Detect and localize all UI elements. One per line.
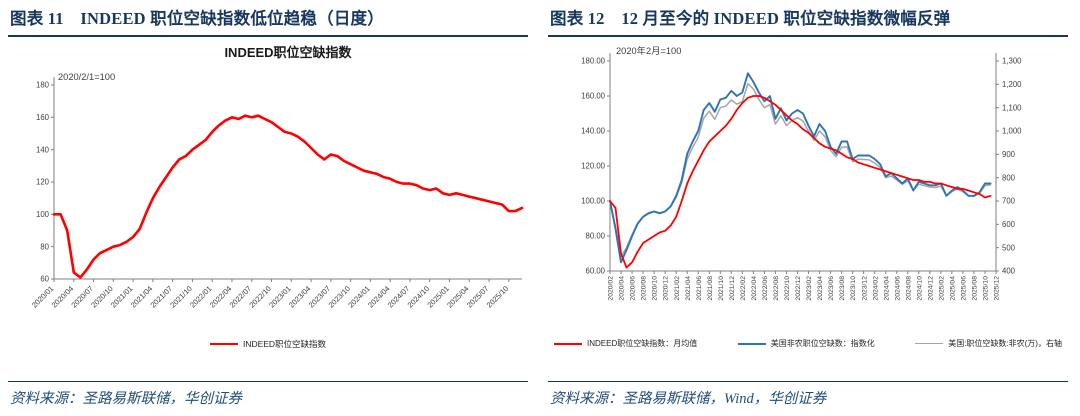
legend-item-us-openings-level: 美国:职位空缺数:非农(万)，右轴	[915, 338, 1062, 349]
legend-label: INDEED职位空缺指数	[242, 339, 327, 349]
figure-12-line-chart: 2020年2月=100 60.00 80.00 100.00 120.00 140.00 1…	[581, 45, 1022, 301]
figure-12: 图表 12 12 月至今的 INDEED 职位空缺指数微幅反弹 2020年2月=…	[540, 0, 1080, 416]
svg-text:2024/06: 2024/06	[894, 276, 901, 301]
svg-text:2020/12: 2020/12	[663, 276, 670, 301]
svg-text:2020/2/1=100: 2020/2/1=100	[58, 72, 115, 82]
svg-text:80: 80	[40, 242, 49, 251]
svg-text:800: 800	[1002, 173, 1016, 182]
svg-text:2024/02: 2024/02	[872, 276, 879, 301]
svg-text:2020/06: 2020/06	[630, 276, 637, 301]
svg-text:2022/12: 2022/12	[795, 276, 802, 301]
figure-11-line-chart: INDEED职位空缺指数 2020/2/1=100 60 80 100 120 140 160…	[30, 45, 524, 310]
svg-text:2024/04: 2024/04	[883, 276, 890, 301]
svg-text:60: 60	[40, 275, 49, 284]
svg-text:2021/02: 2021/02	[674, 276, 681, 301]
svg-text:2020/04: 2020/04	[619, 276, 626, 301]
blue-line-swatch	[737, 342, 766, 345]
svg-text:2021/10: 2021/10	[718, 276, 725, 301]
svg-text:2021/12: 2021/12	[729, 276, 736, 301]
svg-text:2025/04: 2025/04	[949, 276, 956, 301]
svg-text:2025/08: 2025/08	[972, 276, 979, 301]
svg-text:80.00: 80.00	[585, 232, 605, 241]
svg-text:1,300: 1,300	[1002, 57, 1022, 66]
svg-text:2025/06: 2025/06	[961, 276, 968, 301]
svg-text:2024/12: 2024/12	[927, 276, 934, 301]
svg-text:2022/08: 2022/08	[773, 276, 780, 301]
svg-text:1,000: 1,000	[1002, 127, 1022, 136]
red-line-swatch	[209, 343, 238, 345]
svg-text:140: 140	[36, 145, 50, 154]
svg-text:2023/04: 2023/04	[817, 276, 824, 301]
svg-text:400: 400	[1002, 267, 1016, 276]
svg-text:2023/10: 2023/10	[850, 276, 857, 301]
svg-text:2023/12: 2023/12	[861, 276, 868, 301]
svg-text:2025/10: 2025/10	[983, 276, 990, 301]
legend-item-indeed-monthly: INDEED职位空缺指数：月均值	[554, 338, 697, 349]
legend-label: INDEED职位空缺指数：月均值	[587, 339, 698, 348]
svg-text:160.00: 160.00	[581, 92, 606, 101]
svg-text:2020/10: 2020/10	[652, 276, 659, 301]
svg-text:2025/02: 2025/02	[938, 276, 945, 301]
legend-label: 美国:职位空缺数:非农(万)，右轴	[948, 339, 1062, 348]
svg-text:INDEED职位空缺指数: INDEED职位空缺指数	[224, 45, 352, 60]
figure-11: 图表 11 INDEED 职位空缺指数低位趋稳（日度） INDEED职位空缺指数…	[8, 9, 528, 407]
svg-text:600: 600	[1002, 220, 1016, 229]
svg-text:2025/10: 2025/10	[485, 284, 511, 310]
figure-11-title: 图表 11 INDEED 职位空缺指数低位趋稳（日度）	[10, 9, 384, 28]
svg-text:180: 180	[36, 81, 50, 90]
svg-text:2020年2月=100: 2020年2月=100	[616, 45, 681, 56]
figure-11-source: 资料来源：圣路易斯联储，华创证券	[10, 391, 242, 407]
legend-item-us-nonfarm-indexed: 美国非农职位空缺数：指数化	[737, 338, 875, 349]
svg-text:2022/02: 2022/02	[740, 276, 747, 301]
svg-text:2020/08: 2020/08	[641, 276, 648, 301]
svg-text:500: 500	[1002, 243, 1016, 252]
svg-text:180.00: 180.00	[581, 57, 606, 66]
svg-text:2024/08: 2024/08	[905, 276, 912, 301]
svg-text:60.00: 60.00	[585, 267, 605, 276]
svg-text:160: 160	[36, 113, 50, 122]
figure-11-bottom-rule	[8, 380, 528, 382]
svg-text:700: 700	[1002, 197, 1016, 206]
spacer	[548, 349, 1068, 381]
legend-label: 美国非农职位空缺数：指数化	[770, 339, 875, 348]
svg-text:100: 100	[36, 210, 50, 219]
figure-12-legend: INDEED职位空缺指数：月均值 美国非农职位空缺数：指数化 美国:职位空缺数:…	[548, 338, 1068, 349]
svg-text:120.00: 120.00	[581, 162, 606, 171]
svg-text:2024/10: 2024/10	[916, 276, 923, 301]
figure-12-bottom-rule	[548, 380, 1068, 382]
spacer	[8, 350, 528, 381]
figure-12-title: 图表 12 12 月至今的 INDEED 职位空缺指数微幅反弹	[550, 9, 951, 28]
svg-text:120: 120	[36, 178, 50, 187]
svg-text:1,200: 1,200	[1002, 80, 1022, 89]
svg-text:2020/02: 2020/02	[608, 276, 615, 301]
figure-11-title-rule	[8, 35, 528, 37]
svg-text:2021/04: 2021/04	[685, 276, 692, 301]
svg-text:2023/06: 2023/06	[828, 276, 835, 301]
svg-text:100.00: 100.00	[581, 197, 606, 206]
svg-text:2022/06: 2022/06	[762, 276, 769, 301]
svg-text:2025/12: 2025/12	[994, 276, 1001, 301]
figure-11-legend: INDEED职位空缺指数	[8, 338, 528, 350]
svg-text:900: 900	[1002, 150, 1016, 159]
legend-item-indeed-index: INDEED职位空缺指数	[209, 338, 327, 350]
svg-text:2022/10: 2022/10	[784, 276, 791, 301]
figure-12-source: 资料来源：圣路易斯联储，Wind，华创证券	[550, 391, 827, 407]
svg-text:2022/04: 2022/04	[751, 276, 758, 301]
gray-line-swatch	[915, 342, 944, 345]
red-line-swatch	[554, 342, 582, 345]
svg-text:2023/02: 2023/02	[806, 276, 813, 301]
svg-text:1,100: 1,100	[1002, 103, 1022, 112]
svg-text:2021/08: 2021/08	[707, 276, 714, 301]
figure-12-title-rule	[548, 35, 1068, 37]
svg-text:2021/06: 2021/06	[696, 276, 703, 301]
svg-text:2023/08: 2023/08	[839, 276, 846, 301]
svg-text:140.00: 140.00	[581, 127, 606, 136]
